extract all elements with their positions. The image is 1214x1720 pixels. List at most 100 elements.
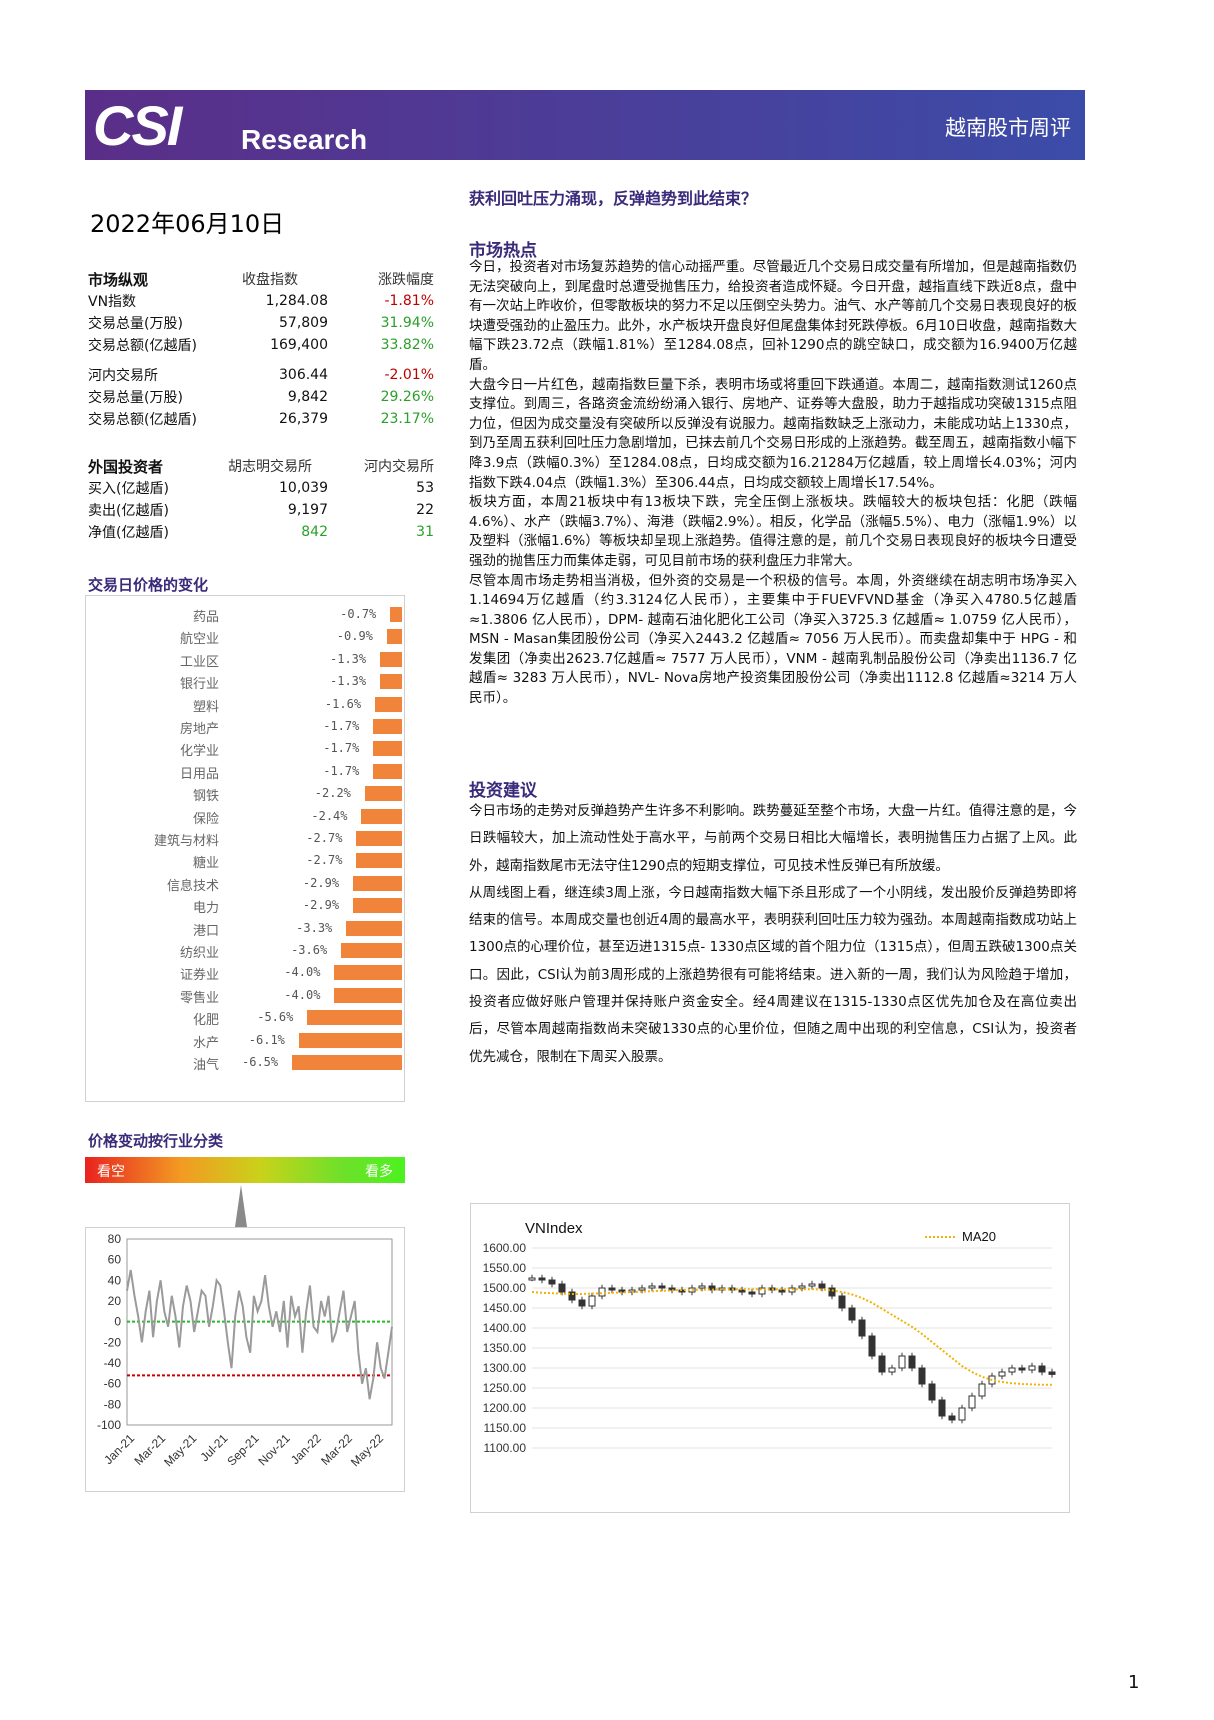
sector-row: 建筑与材料 -2.7% — [86, 828, 404, 850]
sector-value-label: -3.6% — [291, 943, 328, 957]
sector-row: 航空业 -0.9% — [86, 626, 404, 648]
table-row: 河内交易所 306.44 -2.01% — [88, 364, 434, 386]
sector-bar — [364, 786, 402, 802]
header-banner: CSI Research 越南股市周评 — [85, 90, 1085, 160]
sector-bar — [307, 1010, 402, 1026]
hot-section-body: 今日，投资者对市场复苏趋势的信心动摇严重。尽管最近几个交易日成交量有所增加，但是… — [469, 258, 1077, 709]
candle-body — [758, 1287, 766, 1295]
sector-bar — [334, 987, 402, 1003]
market-overview-table: 市场纵观 收盘指数 涨跌幅度 VN指数 1,284.08 -1.81% 交易总量… — [88, 268, 434, 430]
y-tick-label: 1200.00 — [483, 1401, 527, 1415]
candle-body — [818, 1283, 826, 1289]
sector-row: 电力 -2.9% — [86, 895, 404, 917]
sector-chart-heading: 交易日价格的变化 — [88, 576, 209, 594]
candle-body — [568, 1291, 576, 1301]
y-tick-label: 80 — [108, 1232, 122, 1246]
sector-value-label: -1.6% — [324, 696, 362, 711]
sector-value-label: -1.7% — [323, 741, 360, 756]
logo-wordmark: Research — [241, 124, 368, 155]
y-tick-label: -80 — [104, 1397, 122, 1411]
column-header: 胡志明交易所 — [228, 459, 312, 475]
vnindex-chart: VNIndex MA20 1600.00 1550.00 1500.00 1450.00 1… — [470, 1203, 1070, 1513]
sector-value-label: -5.6% — [257, 1010, 294, 1025]
candle-body — [888, 1367, 896, 1373]
paragraph: 今日，投资者对市场复苏趋势的信心动摇严重。尽管最近几个交易日成交量有所增加，但是… — [469, 259, 1077, 373]
sector-row: 零售业 -4.0% — [86, 985, 404, 1007]
sector-label: 房地产 — [179, 722, 219, 737]
paragraph: 尽管本周市场走势相当消极，但外资的交易是一个积极的信号。本周，外资继续在胡志明市… — [469, 572, 1077, 707]
table-row: 交易总额(亿越盾) 26,379 23.17% — [88, 408, 434, 430]
sector-label: 油气 — [192, 1058, 219, 1073]
candle-body — [608, 1287, 616, 1291]
sector-row: 水产 -6.1% — [86, 1030, 404, 1052]
sector-bar — [373, 719, 402, 734]
y-tick-label: 40 — [108, 1273, 122, 1287]
row-value: 57,809 — [279, 315, 328, 331]
candle-body — [938, 1399, 946, 1417]
sector-value-label: -6.5% — [242, 1055, 279, 1069]
candle-body — [578, 1299, 586, 1307]
sector-label: 药品 — [192, 610, 219, 625]
chart-frame — [470, 1203, 1070, 1513]
row-label: 交易总量(万股) — [88, 316, 183, 332]
paragraph: 今日市场的走势对反弹趋势产生许多不利影响。跌势蔓延至整个市场，大盘一片红。值得注… — [469, 803, 1077, 874]
sector-bar — [341, 943, 402, 958]
sector-label: 日用品 — [179, 766, 219, 782]
sector-row: 保险 -2.4% — [86, 806, 404, 828]
candle-body — [528, 1277, 536, 1281]
candle-body — [1018, 1367, 1026, 1371]
sector-label: 糖业 — [192, 856, 219, 872]
y-tick-label: 60 — [108, 1253, 122, 1267]
column-header: 收盘指数 — [242, 272, 298, 288]
row-value: 26,379 — [279, 411, 328, 427]
candle-body — [698, 1285, 706, 1289]
sector-row: 药品 -0.7% — [86, 604, 404, 626]
y-tick-label: 1400.00 — [483, 1321, 527, 1335]
sector-label: 工业区 — [179, 654, 219, 670]
sector-row: 港口 -3.3% — [86, 918, 404, 940]
candle-body — [748, 1291, 756, 1295]
sector-change-chart: 药品 -0.7% 航空业 -0.9% 工业区 -1.3% 银行业 -1.3% 塑料 -1.6% 房地… — [85, 595, 405, 1102]
sector-bar — [374, 696, 402, 712]
sector-label: 港口 — [192, 923, 219, 939]
candle-body — [598, 1287, 606, 1297]
advice-section-heading: 投资建议 — [469, 781, 537, 801]
sector-row: 房地产 -1.7% — [86, 716, 404, 738]
sector-label: 水产 — [192, 1035, 219, 1051]
row-change: 29.26% — [380, 389, 434, 405]
candle-body — [948, 1415, 956, 1421]
paragraph: 从周线图上看，继连续3周上涨，今日越南指数大幅下杀且形成了一个小阴线，发出股价反… — [469, 884, 1077, 1065]
sector-value-label: -1.7% — [323, 719, 360, 733]
row-change: 31.94% — [380, 315, 434, 331]
sector-value-label: -2.4% — [311, 808, 348, 823]
y-tick-label: 1250.00 — [483, 1381, 527, 1395]
sector-bar — [386, 629, 402, 645]
legend-ma20-label: MA20 — [962, 1229, 996, 1244]
foreign-investors-table: 外国投资者 胡志明交易所 河内交易所 买入(亿越盾) 10,039 53 卖出(… — [88, 455, 434, 543]
y-tick-label: 20 — [108, 1294, 122, 1308]
candle-body — [808, 1283, 816, 1287]
row-label: 买入(亿越盾) — [88, 481, 169, 497]
candle-body — [1048, 1371, 1056, 1375]
sector-value-label: -1.7% — [323, 763, 360, 778]
y-tick-label: 1150.00 — [484, 1421, 527, 1435]
sector-value-label: -2.7% — [306, 831, 343, 845]
row-value: 9,842 — [287, 389, 328, 405]
candle-body — [588, 1295, 596, 1307]
table-row: 交易总量(万股) 9,842 29.26% — [88, 386, 434, 408]
sector-label: 钢铁 — [192, 789, 219, 805]
csi-logo: CSI — [93, 94, 182, 157]
breadth-oscillator-chart: 806040200-20-40-60-80-100Jan-21Mar-21May… — [85, 1227, 405, 1492]
y-tick-label: 1500.00 — [483, 1281, 527, 1295]
candle-body — [928, 1383, 936, 1401]
candle-body — [978, 1383, 986, 1397]
ma20-line — [531, 1288, 1052, 1386]
table-row: 买入(亿越盾) 10,039 53 — [88, 477, 434, 499]
row-value: 10,039 — [279, 480, 328, 496]
sector-value-label: -1.3% — [330, 674, 367, 689]
candle-body — [548, 1279, 556, 1285]
sector-bar — [373, 741, 402, 757]
foreign-investors-heading: 外国投资者 — [88, 457, 164, 476]
sector-row: 信息技术 -2.9% — [86, 873, 404, 895]
sector-bar — [352, 898, 402, 914]
